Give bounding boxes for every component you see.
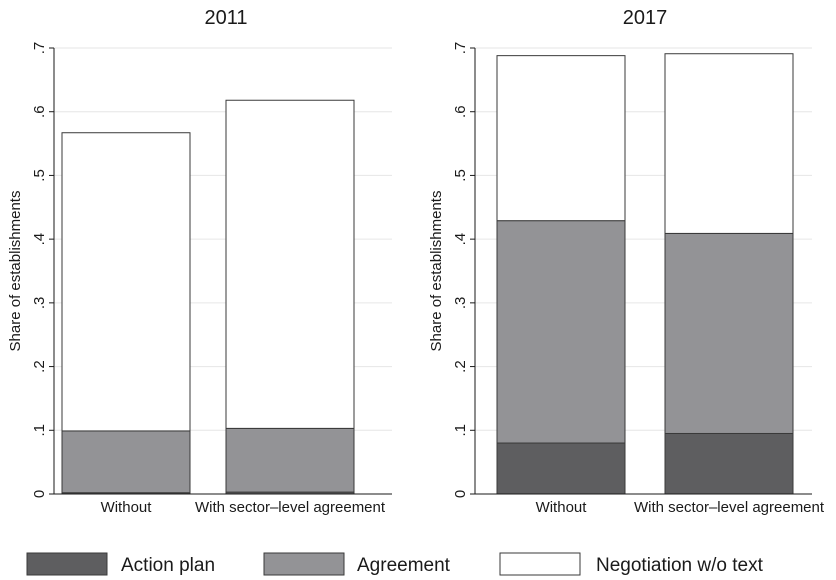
y-tick-label: .5 <box>452 169 469 182</box>
y-tick-label: .6 <box>452 105 469 118</box>
y-tick-label: .3 <box>31 297 48 310</box>
y-axis-title: Share of establishments <box>7 191 24 352</box>
legend-label: Action plan <box>121 555 215 576</box>
bar-segment-agreement-1 <box>225 427 355 493</box>
legend: Action plan Agreement Negotiation w/o text <box>26 552 764 576</box>
legend-item: Negotiation w/o text <box>499 552 764 576</box>
bar-segment-negotiation-w-o-text-0 <box>496 55 626 222</box>
y-tick-label: .3 <box>452 297 469 310</box>
legend-swatch <box>263 552 345 576</box>
legend-swatch <box>26 552 108 576</box>
bar-segment-negotiation-w-o-text-0 <box>61 132 191 432</box>
bar-segment-action-plan-0 <box>496 442 626 495</box>
y-tick-label: .2 <box>452 360 469 373</box>
y-tick-label: .4 <box>452 233 469 246</box>
y-tick-label: .7 <box>452 42 469 55</box>
y-tick-label: .2 <box>31 360 48 373</box>
category-label: Without <box>536 499 588 516</box>
panel-2011: Without With sector–level agreement 0 .1 .2.… <box>7 7 392 516</box>
bar-segment-action-plan-1 <box>664 432 794 495</box>
legend-swatch <box>499 552 581 576</box>
legend-item: Action plan <box>26 552 215 576</box>
bar-segment-agreement-0 <box>61 430 191 494</box>
category-label: Without <box>101 499 153 516</box>
y-tick-label: 0 <box>452 490 469 498</box>
y-tick-label: .4 <box>31 233 48 246</box>
bar-segment-negotiation-w-o-text-1 <box>664 53 794 234</box>
y-tick-label: 0 <box>31 490 48 498</box>
panel-title: 2011 <box>204 7 247 29</box>
bar-segment-negotiation-w-o-text-1 <box>225 99 355 429</box>
legend-label: Negotiation w/o text <box>596 555 764 576</box>
bar-segment-agreement-0 <box>496 220 626 444</box>
legend-label: Agreement <box>357 555 451 576</box>
category-label: With sector–level agreement <box>195 499 386 516</box>
y-axis-title: Share of establishments <box>428 191 445 352</box>
category-label: With sector–level agreement <box>634 499 825 516</box>
y-tick-label: .7 <box>31 42 48 55</box>
chart-panels: Without With sector–level agreement 0 .1 .2.… <box>7 7 825 516</box>
panel-2017: Without With sector–level agreement 0 .1 .2.… <box>428 7 825 516</box>
legend-item: Agreement <box>263 552 451 576</box>
y-tick-label: .1 <box>31 424 48 437</box>
y-tick-label: .1 <box>452 424 469 437</box>
panel-title: 2017 <box>623 7 668 29</box>
y-tick-label: .5 <box>31 169 48 182</box>
bar-segment-agreement-1 <box>664 232 794 434</box>
y-tick-label: .6 <box>31 105 48 118</box>
